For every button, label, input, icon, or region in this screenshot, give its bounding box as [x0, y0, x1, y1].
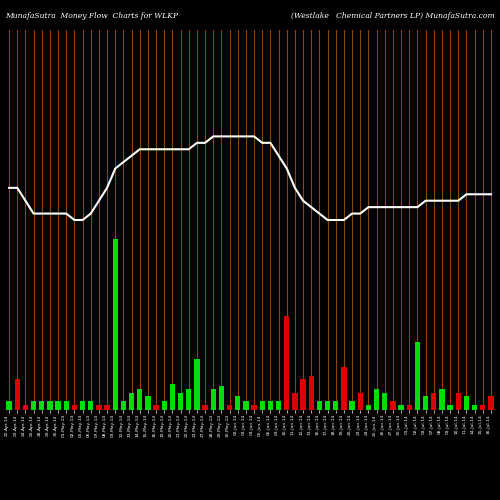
Bar	[423, 396, 428, 410]
Bar	[268, 402, 273, 410]
Bar	[440, 390, 444, 410]
Bar	[14, 379, 20, 410]
Bar	[129, 393, 134, 410]
Bar	[219, 386, 224, 410]
Bar	[464, 396, 469, 410]
Bar	[333, 402, 338, 410]
Bar	[23, 405, 28, 410]
Bar	[6, 402, 12, 410]
Bar	[227, 405, 232, 410]
Bar	[154, 405, 158, 410]
Bar	[170, 384, 175, 410]
Bar	[325, 402, 330, 410]
Bar	[104, 405, 110, 410]
Bar	[260, 402, 265, 410]
Bar	[398, 405, 404, 410]
Text: MunafaSutra  Money Flow  Charts for WLKP: MunafaSutra Money Flow Charts for WLKP	[5, 12, 178, 20]
Bar	[317, 402, 322, 410]
Bar	[235, 396, 240, 410]
Bar	[31, 402, 36, 410]
Bar	[448, 405, 452, 410]
Bar	[96, 405, 102, 410]
Bar	[210, 390, 216, 410]
Bar	[374, 390, 379, 410]
Bar	[178, 393, 183, 410]
Bar	[194, 358, 200, 410]
Bar	[121, 402, 126, 410]
Bar	[292, 393, 298, 410]
Bar	[252, 405, 256, 410]
Bar	[244, 402, 248, 410]
Bar	[308, 376, 314, 410]
Bar	[488, 396, 494, 410]
Bar	[162, 402, 167, 410]
Bar	[406, 405, 412, 410]
Bar	[472, 405, 477, 410]
Bar	[146, 396, 150, 410]
Bar	[431, 393, 436, 410]
Bar	[300, 379, 306, 410]
Text: (Westlake   Chemical Partners LP) MunafaSutra.com: (Westlake Chemical Partners LP) MunafaSu…	[291, 12, 495, 20]
Bar	[64, 402, 69, 410]
Bar	[137, 390, 142, 410]
Bar	[112, 239, 118, 410]
Bar	[342, 367, 346, 410]
Bar	[350, 402, 354, 410]
Bar	[48, 402, 52, 410]
Bar	[366, 405, 371, 410]
Bar	[202, 405, 207, 410]
Bar	[284, 316, 290, 410]
Bar	[415, 342, 420, 410]
Bar	[382, 393, 388, 410]
Bar	[480, 405, 486, 410]
Bar	[276, 402, 281, 410]
Bar	[72, 405, 77, 410]
Bar	[186, 390, 192, 410]
Bar	[56, 402, 60, 410]
Bar	[358, 393, 363, 410]
Bar	[39, 402, 44, 410]
Bar	[456, 393, 461, 410]
Bar	[88, 402, 94, 410]
Bar	[80, 402, 85, 410]
Bar	[390, 402, 396, 410]
